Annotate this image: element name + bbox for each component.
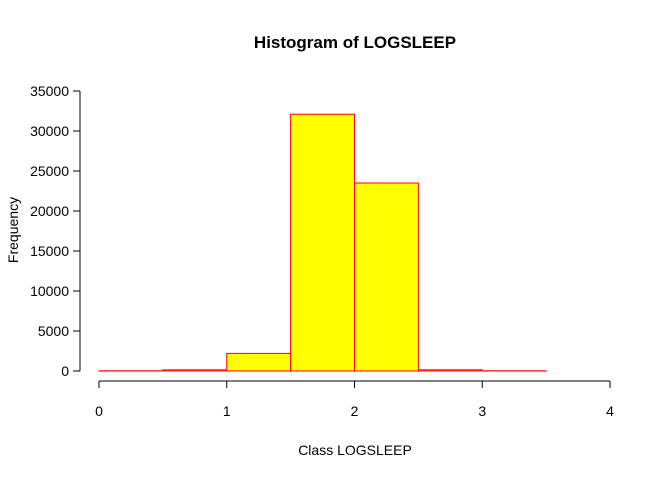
histogram-bar-4 <box>354 182 419 372</box>
y-tick-label: 25000 <box>30 163 69 179</box>
histogram-bar-3 <box>290 113 355 372</box>
x-axis: 0 1 2 3 4 <box>95 380 614 419</box>
histogram-bar-5 <box>417 369 483 372</box>
y-tick-label: 15000 <box>30 243 69 259</box>
y-axis-label: Frequency <box>5 197 21 263</box>
x-tick-label: 1 <box>223 403 231 419</box>
y-tick-label: 0 <box>61 363 69 379</box>
x-tick-label: 3 <box>478 403 486 419</box>
histogram-bar-2 <box>226 352 292 372</box>
x-axis-label: Class LOGSLEEP <box>298 442 412 458</box>
x-tick-label: 4 <box>606 403 614 419</box>
chart-title: Histogram of LOGSLEEP <box>254 33 456 52</box>
y-tick-label: 35000 <box>30 83 69 99</box>
x-tick-label: 0 <box>95 403 103 419</box>
y-tick-label: 30000 <box>30 123 69 139</box>
histogram-bar-1 <box>162 369 228 372</box>
y-tick-label: 5000 <box>38 323 69 339</box>
y-tick-label: 10000 <box>30 283 69 299</box>
x-tick-label: 2 <box>351 403 359 419</box>
bars-group <box>98 113 547 372</box>
y-tick-label: 20000 <box>30 203 69 219</box>
y-axis: 0 5000 10000 15000 20000 25000 30000 35000 <box>30 83 81 379</box>
